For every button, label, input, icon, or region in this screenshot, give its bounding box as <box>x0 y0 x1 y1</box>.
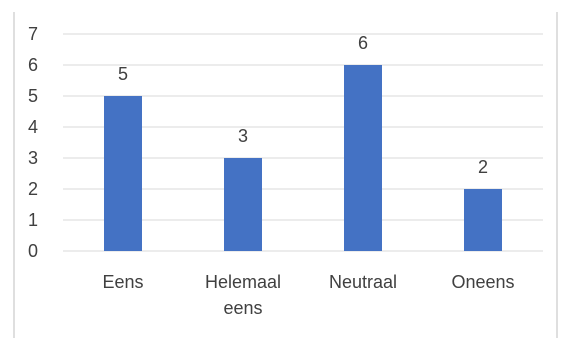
data-labels: 5 3 6 2 <box>118 33 488 177</box>
category-label: Neutraal <box>329 272 397 292</box>
y-tick-label: 3 <box>28 148 38 168</box>
category-label-line: Neutraal <box>329 272 397 292</box>
x-axis-category-labels: Eens Helemaal eens Neutraal Oneens <box>102 272 514 318</box>
category-label: Eens <box>102 272 143 292</box>
y-tick-label: 2 <box>28 179 38 199</box>
category-label-line: Helemaal <box>205 272 281 292</box>
category-label-line: Oneens <box>451 272 514 292</box>
category-label-line: Eens <box>102 272 143 292</box>
y-tick-label: 5 <box>28 86 38 106</box>
bars <box>104 65 502 251</box>
bar-oneens <box>464 189 502 251</box>
data-label: 5 <box>118 64 128 84</box>
data-label: 3 <box>238 126 248 146</box>
bar-eens <box>104 96 142 251</box>
y-tick-label: 6 <box>28 55 38 75</box>
gridlines <box>63 33 543 252</box>
category-label-line: eens <box>223 298 262 318</box>
bar-helemaal-eens <box>224 158 262 251</box>
y-tick-label: 4 <box>28 117 38 137</box>
data-label: 6 <box>358 33 368 53</box>
category-label: Oneens <box>451 272 514 292</box>
data-label: 2 <box>478 157 488 177</box>
bar-neutraal <box>344 65 382 251</box>
y-tick-label: 1 <box>28 210 38 230</box>
y-tick-label: 0 <box>28 241 38 261</box>
y-axis-tick-labels: 0 1 2 3 4 5 6 7 <box>28 24 38 261</box>
y-tick-label: 7 <box>28 24 38 44</box>
category-label: Helemaal eens <box>205 272 281 318</box>
